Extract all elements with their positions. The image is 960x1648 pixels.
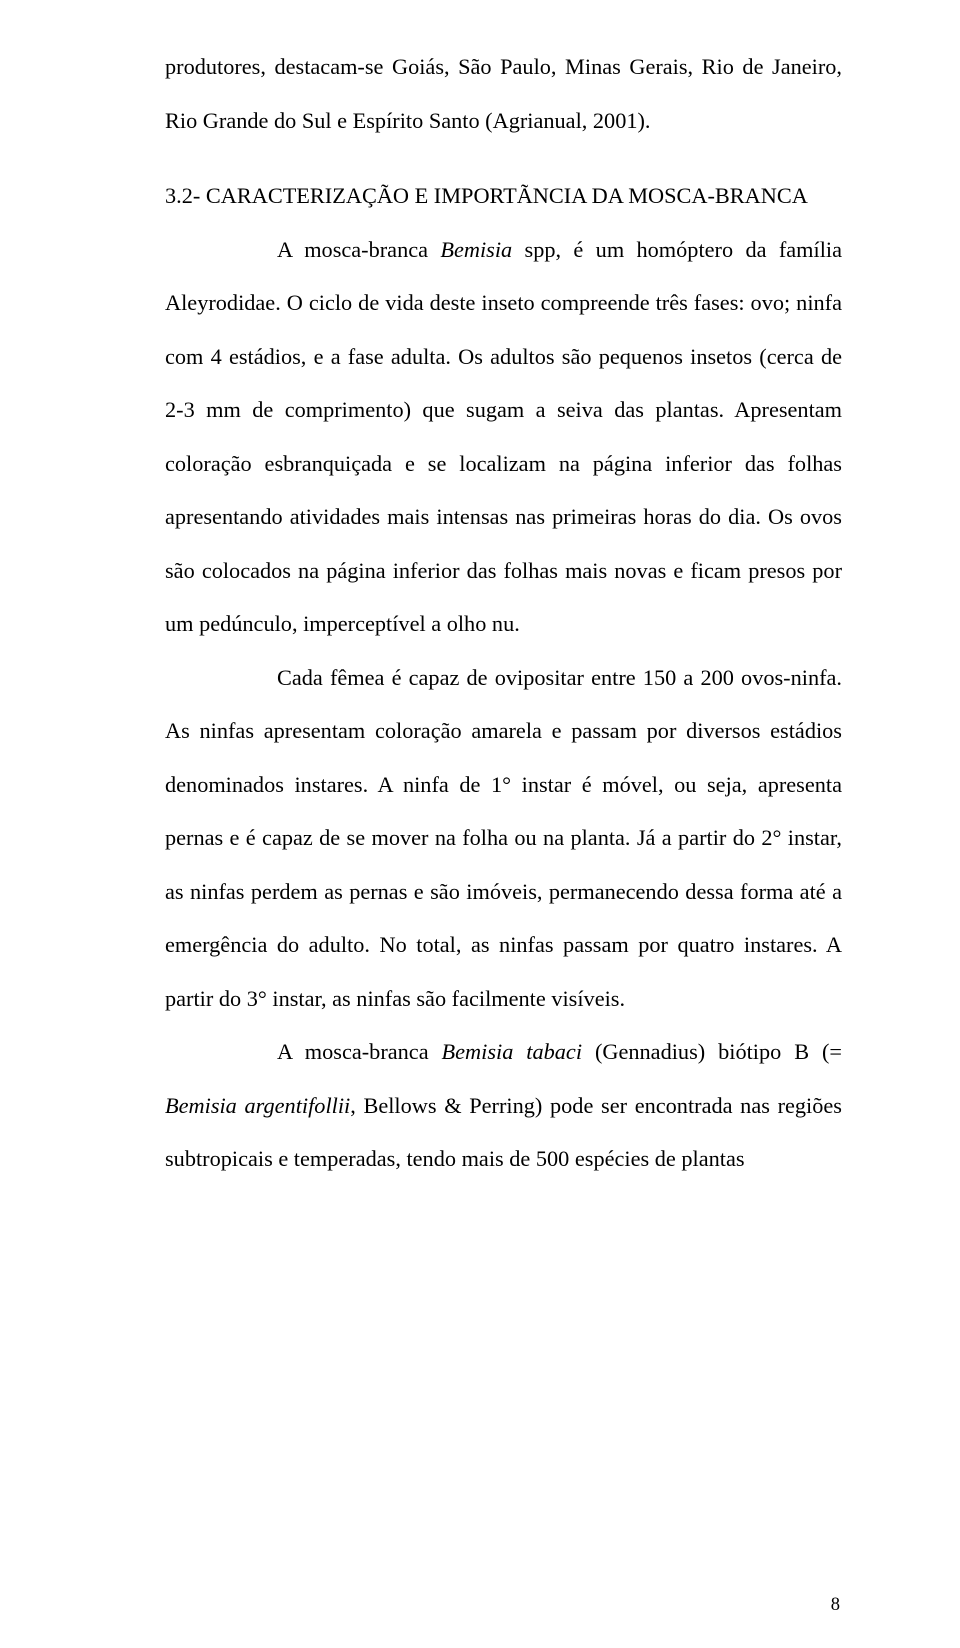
p4-text-a: A mosca-branca — [277, 1039, 442, 1064]
p2-text-c: spp, é um homóptero da família Aleyrodid… — [165, 237, 842, 637]
page: produtores, destacam-se Goiás, São Paulo… — [0, 0, 960, 1648]
paragraph-3: Cada fêmea é capaz de ovipositar entre 1… — [165, 651, 842, 1026]
section-heading: 3.2- CARACTERIZAÇÃO E IMPORTÃNCIA DA MOS… — [165, 169, 842, 223]
p4-italic-bemisia-argentifollii: Bemisia argentifollii — [165, 1093, 350, 1118]
paragraph-2: A mosca-branca Bemisia spp, é um homópte… — [165, 223, 842, 651]
p4-italic-bemisia-tabaci: Bemisia tabaci — [442, 1039, 583, 1064]
paragraph-continuation: produtores, destacam-se Goiás, São Paulo… — [165, 40, 842, 147]
p4-text-c: (Gennadius) biótipo B (= — [582, 1039, 842, 1064]
page-number: 8 — [831, 1595, 840, 1616]
p2-text-a: A mosca-branca — [277, 237, 440, 262]
paragraph-4: A mosca-branca Bemisia tabaci (Gennadius… — [165, 1025, 842, 1186]
p2-italic-bemisia: Bemisia — [440, 237, 512, 262]
spacer — [165, 147, 842, 169]
